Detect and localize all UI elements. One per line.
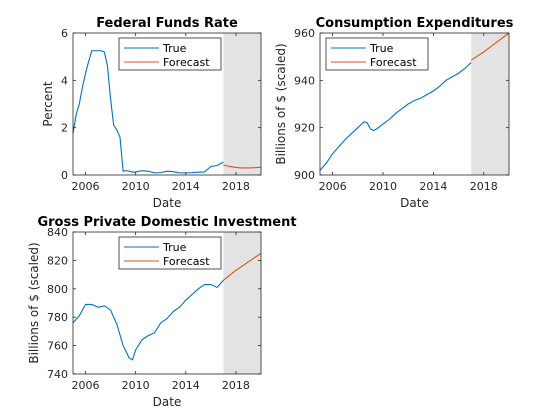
chart-title: Consumption Expenditures (316, 16, 514, 31)
x-tick-label: 2010 (122, 180, 150, 193)
subplot-1: 2006 2010 2014 2018 0 2 4 6 Federal Funds Rate Da… (41, 16, 262, 210)
x-axis-label: Date (153, 395, 182, 409)
series-line-forecast (223, 164, 262, 169)
y-tick-label: 800 (47, 283, 68, 296)
x-tick-label: 2014 (419, 180, 447, 193)
legend-box (118, 37, 222, 71)
forecast-shade (223, 33, 261, 175)
forecast-shade (471, 33, 509, 175)
series-line-forecast (470, 32, 510, 61)
y-tick-label: 920 (294, 122, 315, 135)
y-tick-label: 840 (47, 226, 68, 239)
series-line-true (72, 50, 224, 174)
axes-box (72, 231, 262, 375)
x-tick-label: 2018 (222, 180, 250, 193)
y-axis-label: Billions of $ (scaled) (274, 43, 288, 164)
x-tick-label: 2018 (222, 379, 250, 392)
series-line-true (72, 279, 224, 361)
y-tick-label: 760 (47, 340, 68, 353)
y-tick-label: 740 (47, 368, 68, 381)
legend-label: Forecast (163, 56, 210, 69)
legend-label: Forecast (370, 56, 417, 69)
chart-title: Federal Funds Rate (96, 16, 238, 31)
y-tick-label: 4 (61, 74, 68, 87)
x-tick-label: 2010 (369, 180, 397, 193)
x-tick-label: 2018 (470, 180, 498, 193)
chart-title: Gross Private Domestic Investment (37, 215, 296, 230)
x-tick-label: 2006 (319, 180, 347, 193)
legend-box (325, 37, 429, 71)
y-tick-label: 960 (294, 27, 315, 40)
y-tick-label: 2 (61, 122, 68, 135)
x-tick-label: 2006 (72, 379, 100, 392)
y-tick-label: 0 (61, 169, 68, 182)
y-axis-label: Percent (41, 81, 55, 126)
forecast-shade (223, 232, 261, 374)
x-tick-label: 2014 (172, 379, 200, 392)
x-axis-label: Date (153, 196, 182, 210)
subplot-3: 2006 2010 2014 2018 740 760 780 800 820 840Gross … (27, 215, 297, 409)
y-axis-label: Billions of $ (scaled) (27, 242, 41, 363)
y-tick-label: 820 (47, 254, 68, 267)
axes-box (319, 32, 510, 176)
subplot-2: 2006 2010 2014 2018 900 920 940 960Consumption … (274, 16, 514, 210)
axes-box (72, 32, 262, 176)
legend-label: True (162, 42, 187, 55)
legend-label: True (162, 241, 187, 254)
y-tick-label: 900 (294, 169, 315, 182)
legend-label: True (369, 42, 394, 55)
x-axis-label: Date (400, 196, 429, 210)
series-line-forecast (223, 252, 262, 281)
legend-box (118, 236, 222, 270)
legend-label: Forecast (163, 255, 210, 268)
x-tick-label: 2014 (172, 180, 200, 193)
y-tick-label: 6 (61, 27, 68, 40)
y-tick-label: 780 (47, 311, 68, 324)
x-tick-label: 2010 (122, 379, 150, 392)
x-tick-label: 2006 (72, 180, 100, 193)
series-line-true (319, 62, 472, 171)
y-tick-label: 940 (294, 74, 315, 87)
